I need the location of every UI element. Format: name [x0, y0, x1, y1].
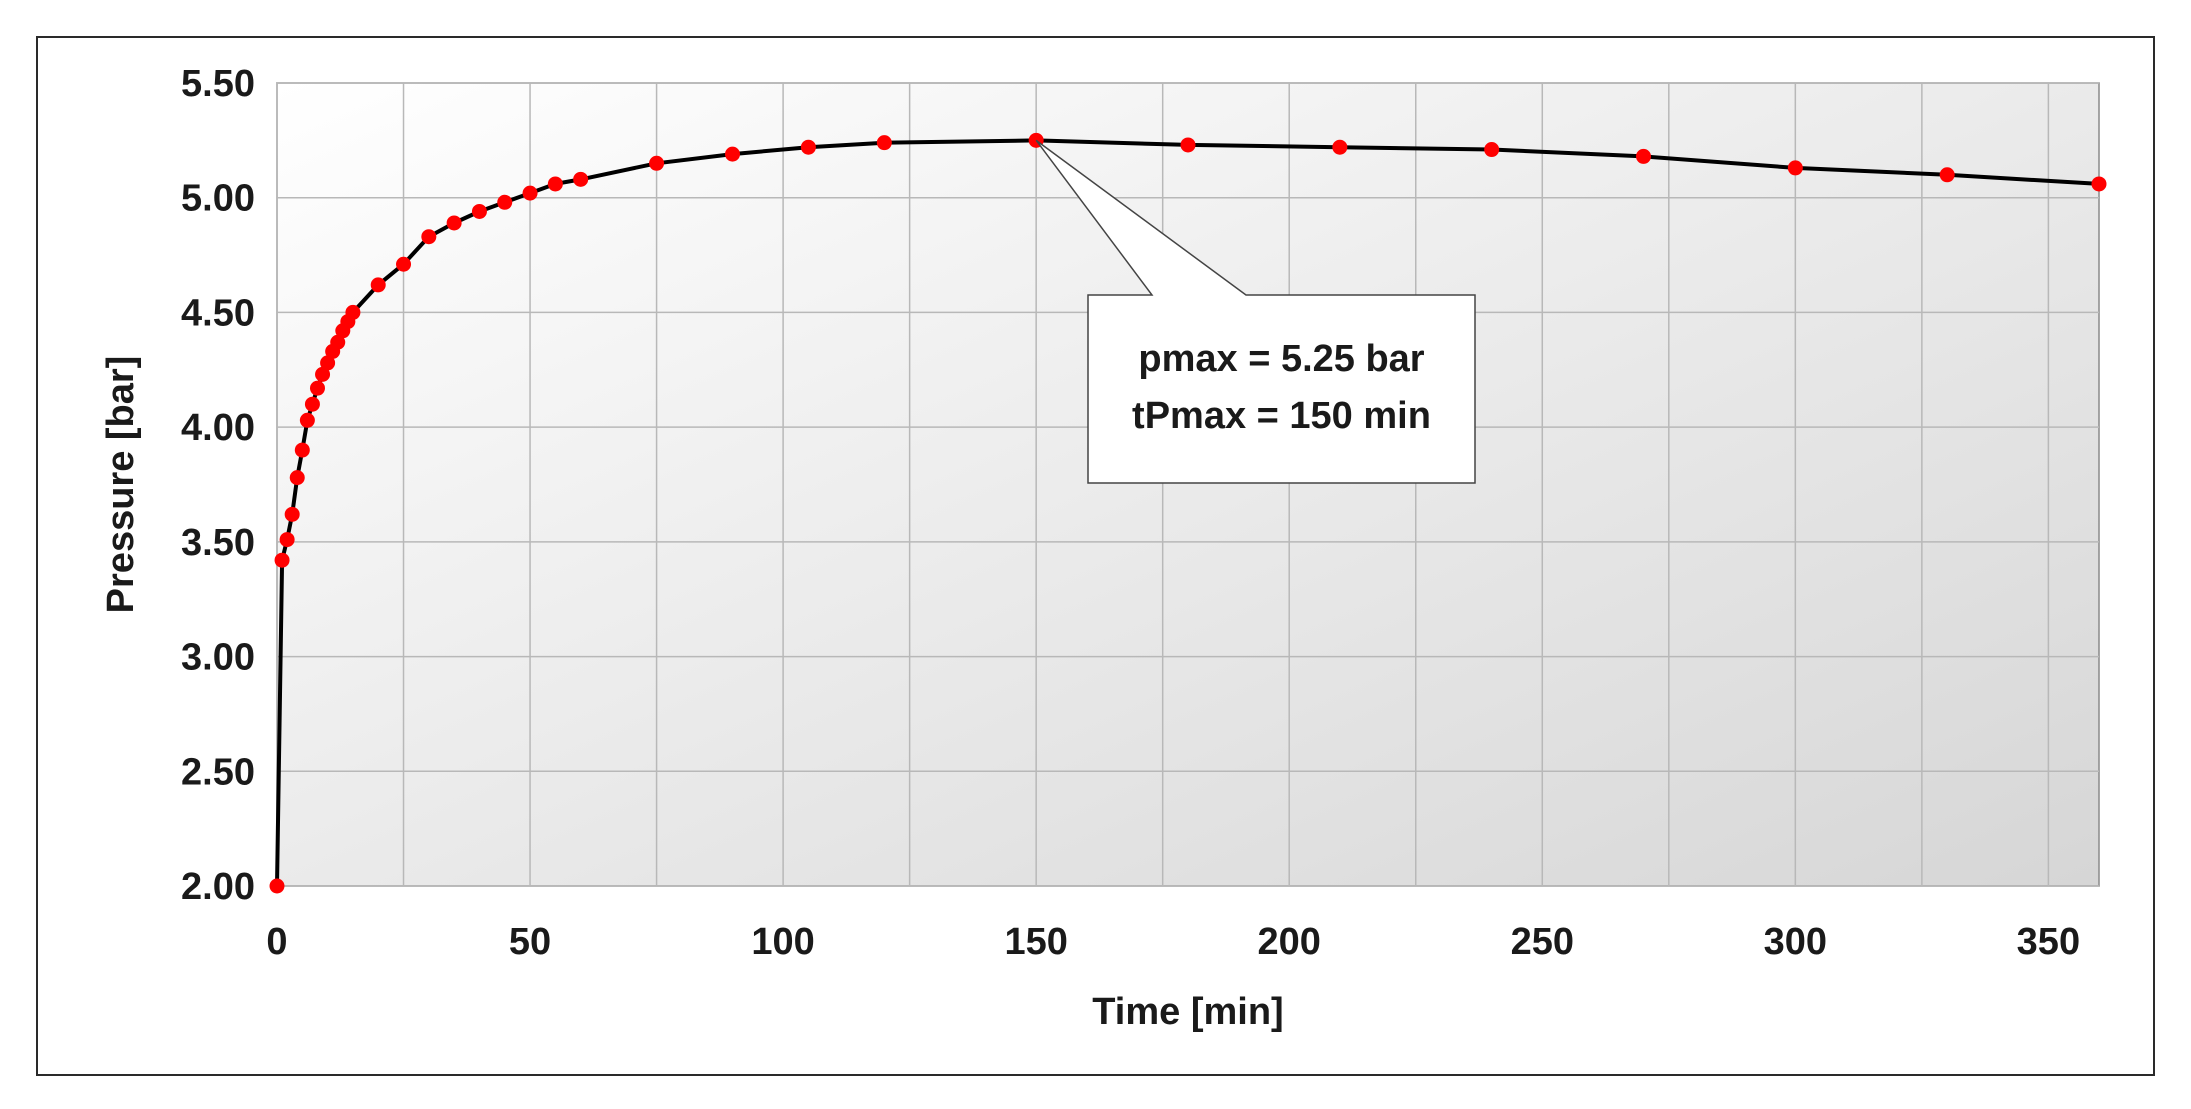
y-tick-label: 5.00	[181, 178, 255, 220]
x-axis-title: Time [min]	[1092, 991, 1283, 1033]
data-point	[1939, 167, 1955, 183]
grid	[276, 82, 2099, 887]
data-point	[299, 412, 315, 428]
y-axis-title: Pressure [bar]	[100, 356, 142, 614]
data-point	[522, 185, 538, 201]
data-point	[370, 277, 386, 293]
data-point	[725, 146, 740, 162]
plot-area	[276, 82, 2100, 887]
data-point	[274, 552, 290, 568]
x-tick-label: 100	[751, 921, 814, 963]
pressure-time-chart: 0 50 100 150 200 250 300 350 2.00 2.50 3.00 3.50 4.0…	[100, 63, 2107, 1033]
x-tick-label: 250	[1511, 921, 1574, 963]
x-tick-label: 350	[2017, 921, 2080, 963]
data-point	[320, 355, 336, 371]
data-point	[309, 380, 325, 396]
data-point	[1484, 142, 1500, 158]
x-tick-label: 0	[266, 921, 287, 963]
y-tick-label: 5.50	[181, 63, 255, 105]
callout-text-line: pmax = 5.25 bar	[1138, 338, 1424, 380]
data-point	[547, 176, 563, 192]
data-point	[446, 215, 462, 231]
data-point	[497, 194, 513, 210]
y-tick-label: 4.50	[181, 292, 255, 334]
y-tick-label: 4.00	[181, 407, 255, 449]
data-point	[396, 256, 412, 272]
callout-text-line: tPmax = 150 min	[1132, 395, 1431, 437]
callout-box	[1035, 139, 1476, 484]
data-point	[1180, 137, 1196, 153]
data-point	[1636, 148, 1651, 164]
data-point	[800, 139, 816, 155]
y-tick-label: 3.50	[181, 522, 255, 564]
data-point	[269, 878, 285, 894]
y-tick-label: 3.00	[181, 637, 255, 679]
data-point	[304, 396, 320, 412]
y-tick-label: 2.50	[181, 751, 255, 793]
data-point	[421, 229, 437, 245]
data-point	[294, 442, 310, 458]
data-point	[573, 171, 589, 187]
data-point	[876, 135, 892, 151]
y-tick-label: 2.00	[181, 866, 255, 908]
data-point	[649, 155, 665, 171]
data-point	[2091, 176, 2107, 192]
chart-frame: 0 50 100 150 200 250 300 350 2.00 2.50 3.00 3.50 4.0…	[36, 36, 2155, 1076]
x-tick-label: 50	[509, 921, 551, 963]
data-point	[345, 304, 361, 320]
x-tick-label: 200	[1258, 921, 1321, 963]
data-point	[315, 366, 331, 382]
data-point	[1332, 139, 1348, 155]
data-point	[279, 532, 295, 548]
annotation-callout: pmax = 5.25 bar tPmax = 150 min	[1035, 139, 1476, 484]
data-point	[289, 470, 305, 486]
data-point	[1787, 160, 1803, 176]
x-tick-label: 150	[1004, 921, 1067, 963]
x-tick-label: 300	[1764, 921, 1827, 963]
data-point	[284, 506, 300, 522]
data-point	[471, 203, 487, 219]
data-point	[330, 334, 346, 350]
axes: 0 50 100 150 200 250 300 350 2.00 2.50 3.00 3.50 4.0…	[181, 63, 2080, 963]
